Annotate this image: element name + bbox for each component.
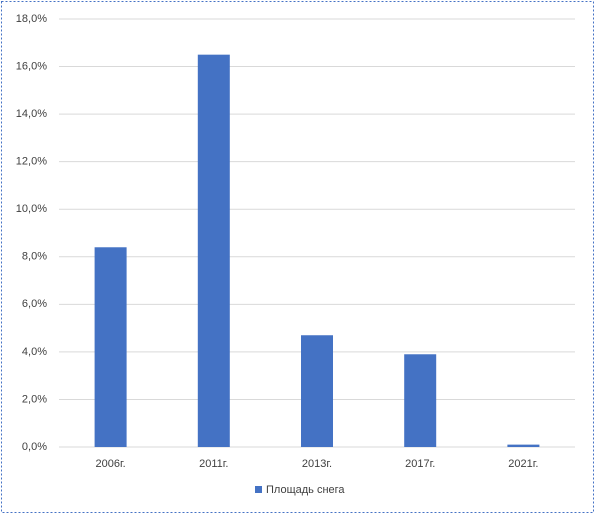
y-tick-label: 18,0% <box>16 13 47 25</box>
legend-swatch <box>255 486 262 493</box>
y-tick-label: 12,0% <box>16 156 47 168</box>
y-tick-label: 6,0% <box>22 298 47 310</box>
y-tick-label: 10,0% <box>16 203 47 215</box>
y-tick-label: 16,0% <box>16 60 47 72</box>
bar <box>197 54 230 448</box>
x-tick-label: 2011г. <box>199 458 228 470</box>
y-tick-label: 4,0% <box>22 346 47 358</box>
y-tick-label: 0,0% <box>22 441 47 453</box>
x-tick-label: 2013г. <box>302 458 332 470</box>
x-tick-label: 2021г. <box>508 458 538 470</box>
bar <box>404 354 437 447</box>
bar <box>301 335 333 447</box>
bar <box>94 247 127 447</box>
bar <box>507 444 540 447</box>
y-tick-label: 8,0% <box>22 251 47 263</box>
x-tick-label: 2017г. <box>405 458 435 470</box>
x-tick-label: 2006г. <box>95 458 125 470</box>
y-tick-label: 14,0% <box>16 108 47 120</box>
y-tick-label: 2,0% <box>22 393 47 405</box>
legend-label: Площадь снега <box>266 484 345 496</box>
